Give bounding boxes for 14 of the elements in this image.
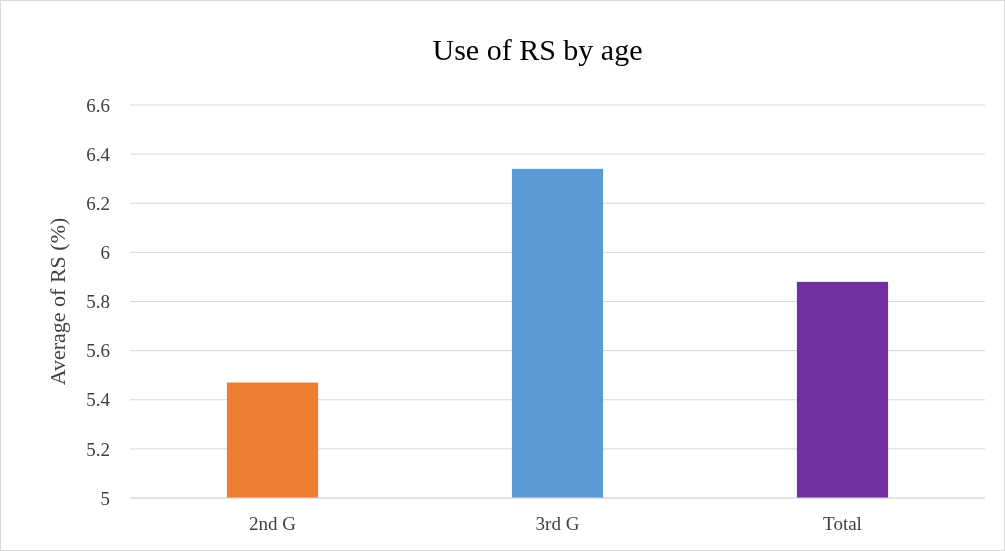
x-tick-label: Total (823, 513, 862, 534)
y-tick-label: 6.2 (86, 192, 110, 214)
x-tick-label: 3rd G (535, 513, 580, 534)
x-tick-label: 2nd G (249, 513, 297, 534)
y-tick-label: 5 (100, 487, 110, 509)
y-tick-label: 6 (100, 242, 110, 264)
y-axis-title: Average of RS (%) (45, 217, 70, 386)
chart-title: Use of RS by age (432, 33, 643, 66)
y-tick-label: 5.8 (86, 291, 110, 313)
y-tick-label: 6.4 (86, 143, 111, 165)
y-tick-label: 5.4 (86, 389, 111, 411)
y-tick-label: 6.6 (86, 94, 110, 116)
y-tick-label: 5.2 (86, 438, 110, 460)
y-tick-label: 5.6 (86, 340, 110, 362)
